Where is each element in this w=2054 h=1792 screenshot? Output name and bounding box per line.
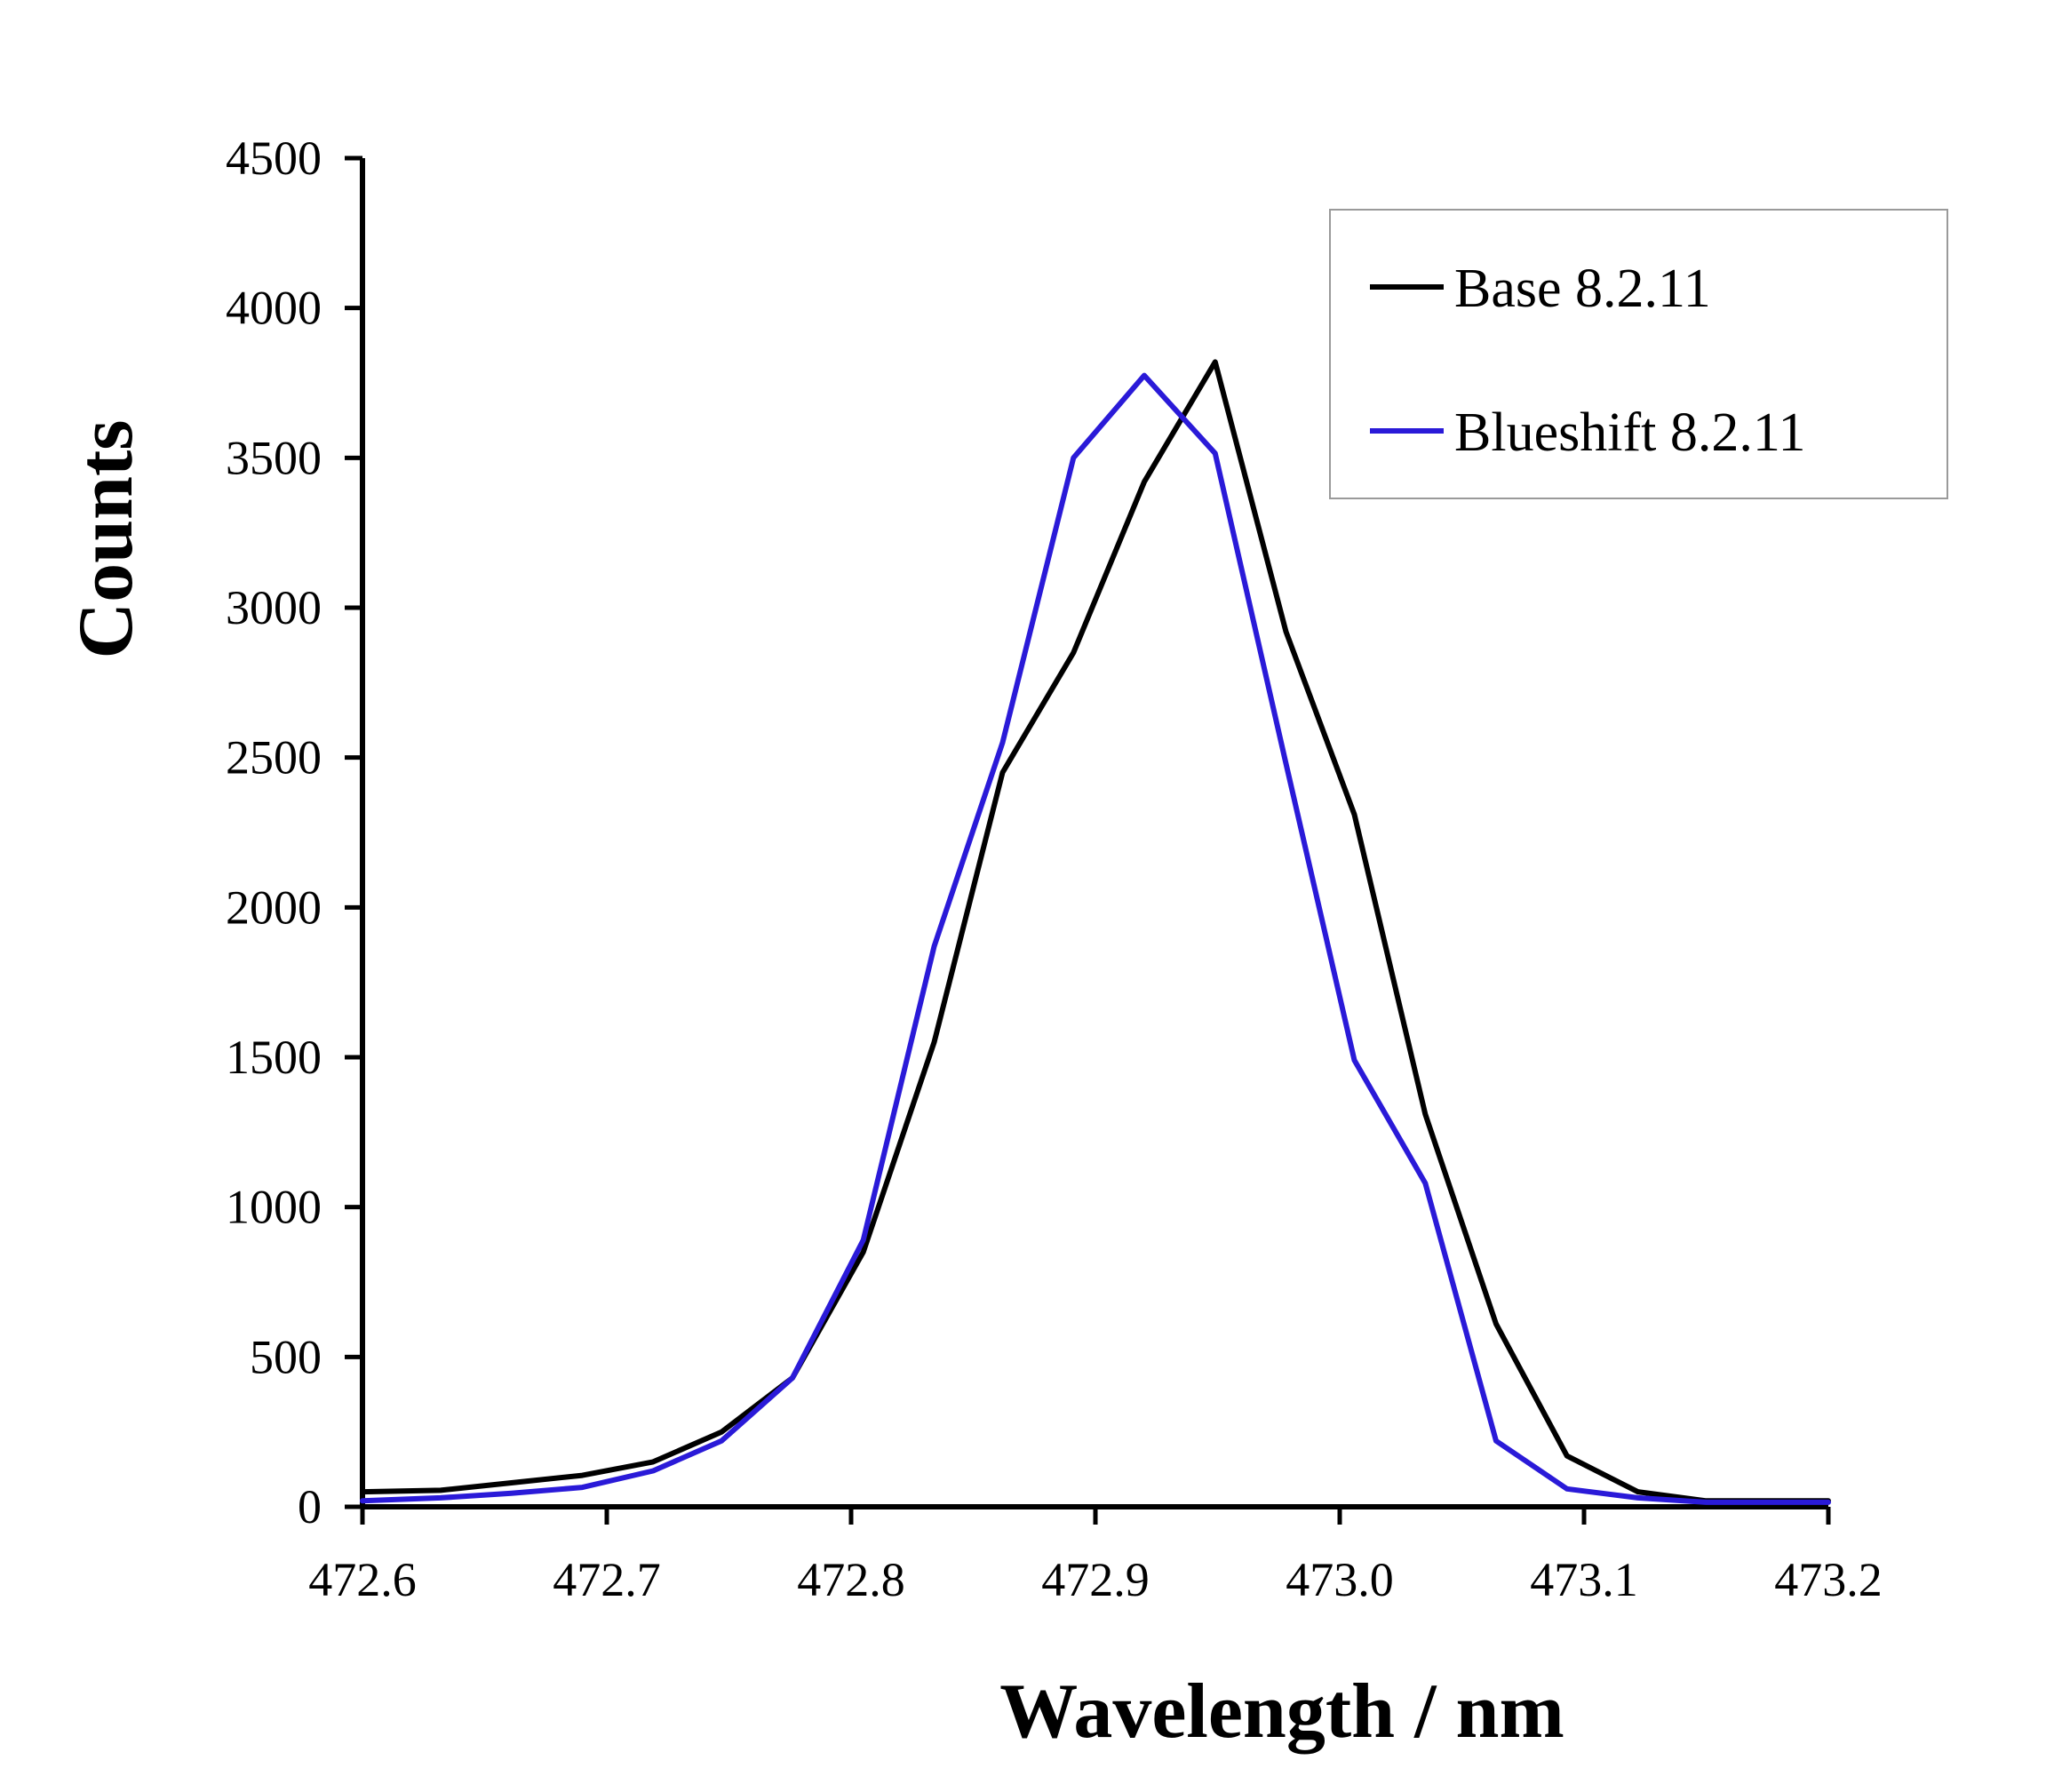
legend-label: Blueshift 8.2.11 (1454, 402, 1806, 463)
y-tick-label: 3500 (226, 431, 322, 484)
x-axis-title: Wavelength / nm (999, 1669, 1564, 1755)
legend: Base 8.2.11 Blueshift 8.2.11 (1329, 209, 1948, 499)
y-axis: 0 500 1000 1500 2000 2500 3000 3500 4000 4500 (226, 131, 365, 1533)
y-tick-label: 2500 (226, 731, 322, 784)
series-line-blueshift (360, 372, 1831, 1505)
series-line-base (360, 359, 1831, 1504)
legend-label: Base 8.2.11 (1454, 259, 1711, 319)
y-tick-label: 1000 (226, 1181, 322, 1234)
legend-box (1329, 209, 1948, 499)
x-tick-label: 473.0 (1286, 1553, 1394, 1606)
x-axis: 472.6 472.7 472.8 472.9 473.0 473.1 473.2 (308, 1504, 1883, 1606)
y-tick-label: 4000 (226, 282, 322, 335)
x-tick-label: 472.6 (308, 1553, 417, 1606)
y-axis-title: Counts (63, 420, 149, 659)
y-tick-label: 1500 (226, 1031, 322, 1084)
y-tick-label: 4500 (226, 131, 322, 185)
y-tick-label: 0 (298, 1480, 322, 1533)
series-layer (360, 359, 1831, 1505)
y-tick-label: 500 (250, 1330, 322, 1383)
x-tick-label: 472.7 (553, 1553, 661, 1606)
y-tick-label: 2000 (226, 880, 322, 934)
x-tick-label: 473.2 (1774, 1553, 1883, 1606)
x-tick-label: 472.9 (1041, 1553, 1150, 1606)
y-tick-label: 3000 (226, 581, 322, 634)
x-tick-label: 473.1 (1530, 1553, 1638, 1606)
x-tick-label: 472.8 (797, 1553, 905, 1606)
